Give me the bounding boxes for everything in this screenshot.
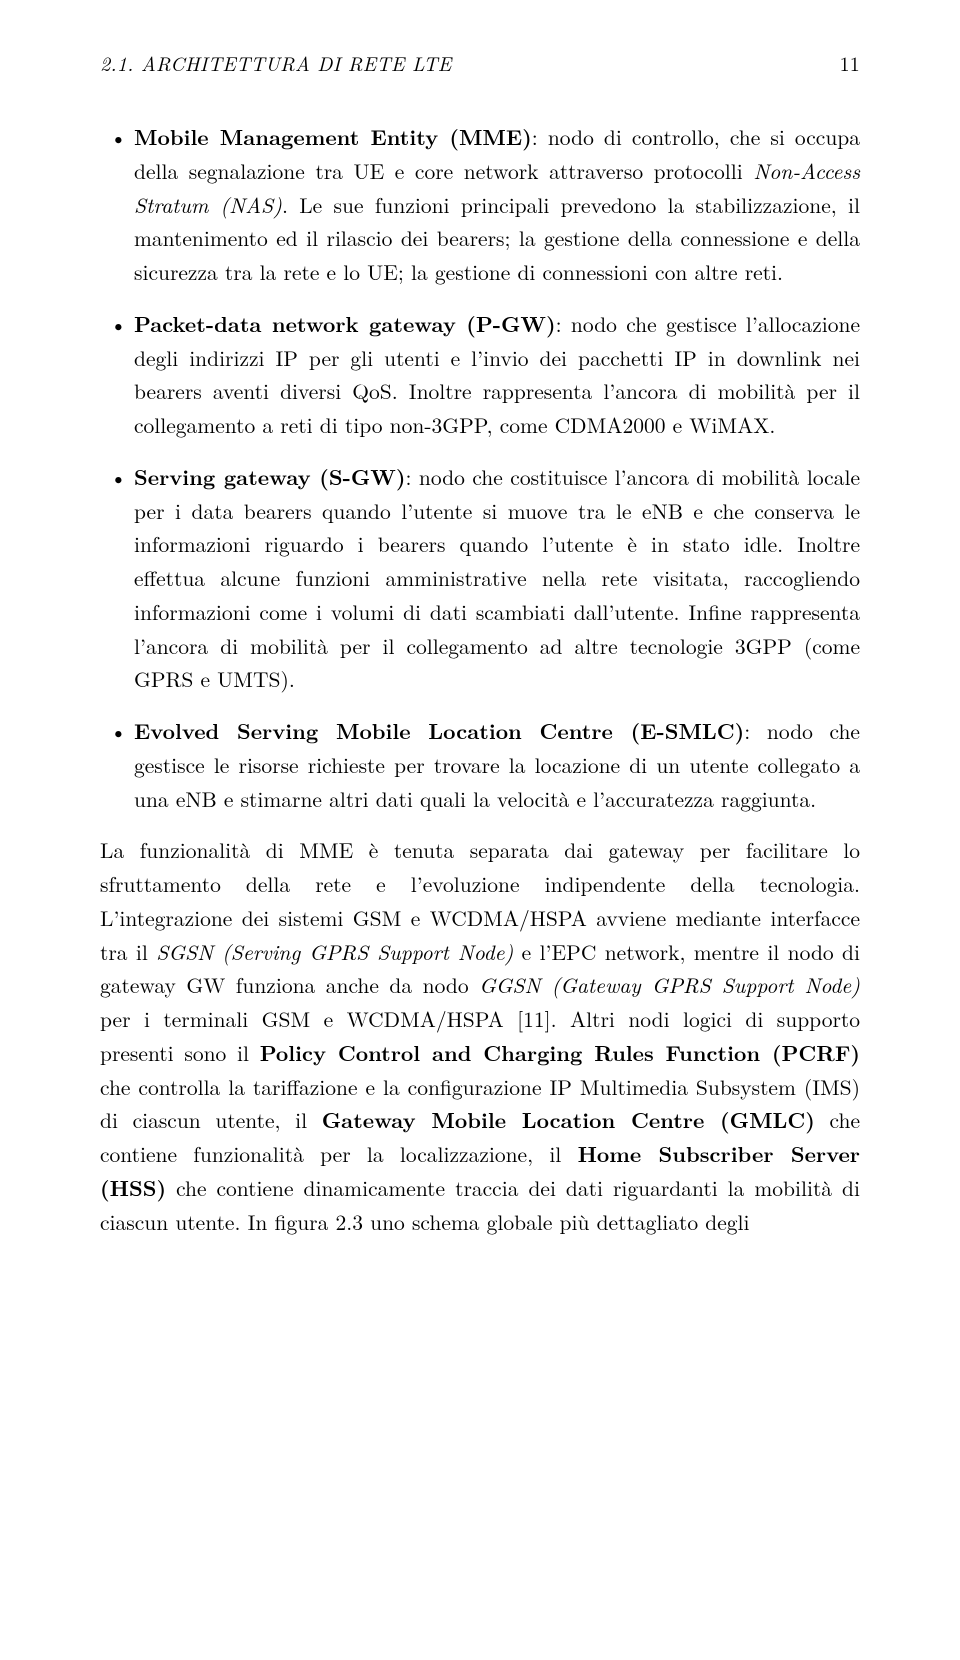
- term-sgw: Serving gateway (S-GW): [134, 462, 405, 492]
- term-gmlc: Gateway Mobile Location Centre (GMLC): [322, 1105, 815, 1135]
- running-head: 2.1. ARCHITETTURA DI RETE LTE 11: [100, 48, 860, 77]
- ital-ggsn: GGSN (Gateway GPRS Support Node): [479, 970, 860, 1000]
- text: : nodo che costituisce l’ancora di mobil…: [134, 462, 860, 695]
- term-mme: Mobile Management Entity (MME): [134, 122, 532, 152]
- term-esmlc: Evolved Serving Mobile Location Centre (…: [134, 716, 744, 746]
- ital-sgsn: SGSN (Serving GPRS Support Node): [156, 937, 513, 967]
- term-pcrf: Policy Control and Charging Rules Functi…: [260, 1038, 860, 1068]
- page: 2.1. ARCHITETTURA DI RETE LTE 11 Mobile …: [0, 0, 960, 1660]
- list-item-sgw: Serving gateway (S-GW): nodo che costitu…: [100, 461, 860, 697]
- body-paragraph: La funzionalità di MME è tenuta separata…: [100, 834, 860, 1239]
- running-head-left: 2.1. ARCHITETTURA DI RETE LTE: [100, 48, 452, 77]
- list-item-pgw: Packet-data network gateway (P-GW): nodo…: [100, 308, 860, 443]
- list-item-esmlc: Evolved Serving Mobile Location Centre (…: [100, 715, 860, 816]
- bullet-list: Mobile Management Entity (MME): nodo di …: [100, 121, 860, 816]
- term-pgw: Packet-data network gateway (P-GW): [134, 309, 556, 339]
- running-head-page-number: 11: [840, 48, 860, 77]
- list-item-mme: Mobile Management Entity (MME): nodo di …: [100, 121, 860, 290]
- text: che contiene dinamicamente traccia dei d…: [100, 1173, 860, 1237]
